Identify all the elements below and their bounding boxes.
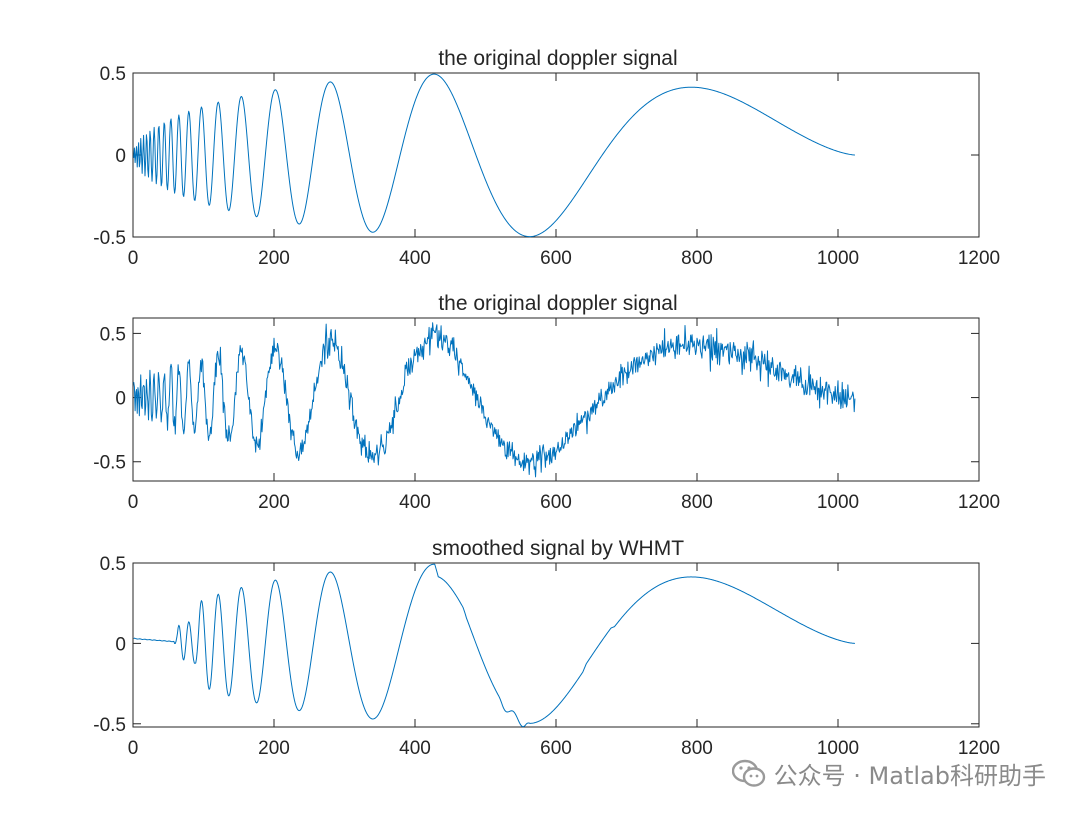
series-line-3 — [133, 563, 855, 728]
series-line-2 — [133, 322, 856, 478]
x-tick-label: 0 — [128, 248, 139, 269]
y-tick-label: 0 — [115, 389, 126, 410]
x-tick-label: 400 — [399, 248, 431, 269]
wechat-icon — [731, 759, 765, 787]
watermark: 公众号 · Matlab科研助手 — [731, 756, 1046, 791]
y-tick-label: -0.5 — [93, 453, 126, 474]
x-tick-label: 200 — [258, 738, 290, 759]
x-tick-label: 1000 — [817, 248, 859, 269]
x-tick-label: 1200 — [958, 248, 1000, 269]
y-tick-label: 0.5 — [100, 554, 126, 575]
series-line-1 — [133, 73, 855, 238]
x-tick-label: 0 — [128, 492, 139, 513]
x-tick-label: 0 — [128, 738, 139, 759]
x-tick-label: 400 — [399, 738, 431, 759]
y-tick-label: 0.5 — [100, 64, 126, 85]
y-tick-label: 0 — [115, 146, 126, 167]
x-tick-label: 400 — [399, 492, 431, 513]
x-tick-label: 600 — [540, 738, 572, 759]
plot-area-1 — [132, 72, 980, 238]
y-tick-label: 0.5 — [100, 324, 126, 345]
x-tick-label: 600 — [540, 248, 572, 269]
y-tick-label: -0.5 — [93, 228, 126, 249]
x-tick-label: 200 — [258, 492, 290, 513]
x-tick-label: 600 — [540, 492, 572, 513]
subplot-title: smoothed signal by WHMT — [432, 537, 684, 560]
x-tick-label: 1000 — [817, 738, 859, 759]
x-tick-label: 1200 — [958, 492, 1000, 513]
subplot-title: the original doppler signal — [438, 292, 677, 315]
y-tick-label: 0 — [115, 634, 126, 655]
plot-area-3 — [132, 562, 980, 728]
x-tick-label: 800 — [681, 492, 713, 513]
watermark-text: 公众号 · Matlab科研助手 — [773, 762, 1046, 790]
x-tick-label: 1200 — [958, 738, 1000, 759]
x-tick-label: 200 — [258, 248, 290, 269]
x-tick-label: 1000 — [817, 492, 859, 513]
x-tick-label: 800 — [681, 248, 713, 269]
x-tick-label: 800 — [681, 738, 713, 759]
y-tick-label: -0.5 — [93, 715, 126, 736]
subplot-title: the original doppler signal — [438, 47, 677, 70]
